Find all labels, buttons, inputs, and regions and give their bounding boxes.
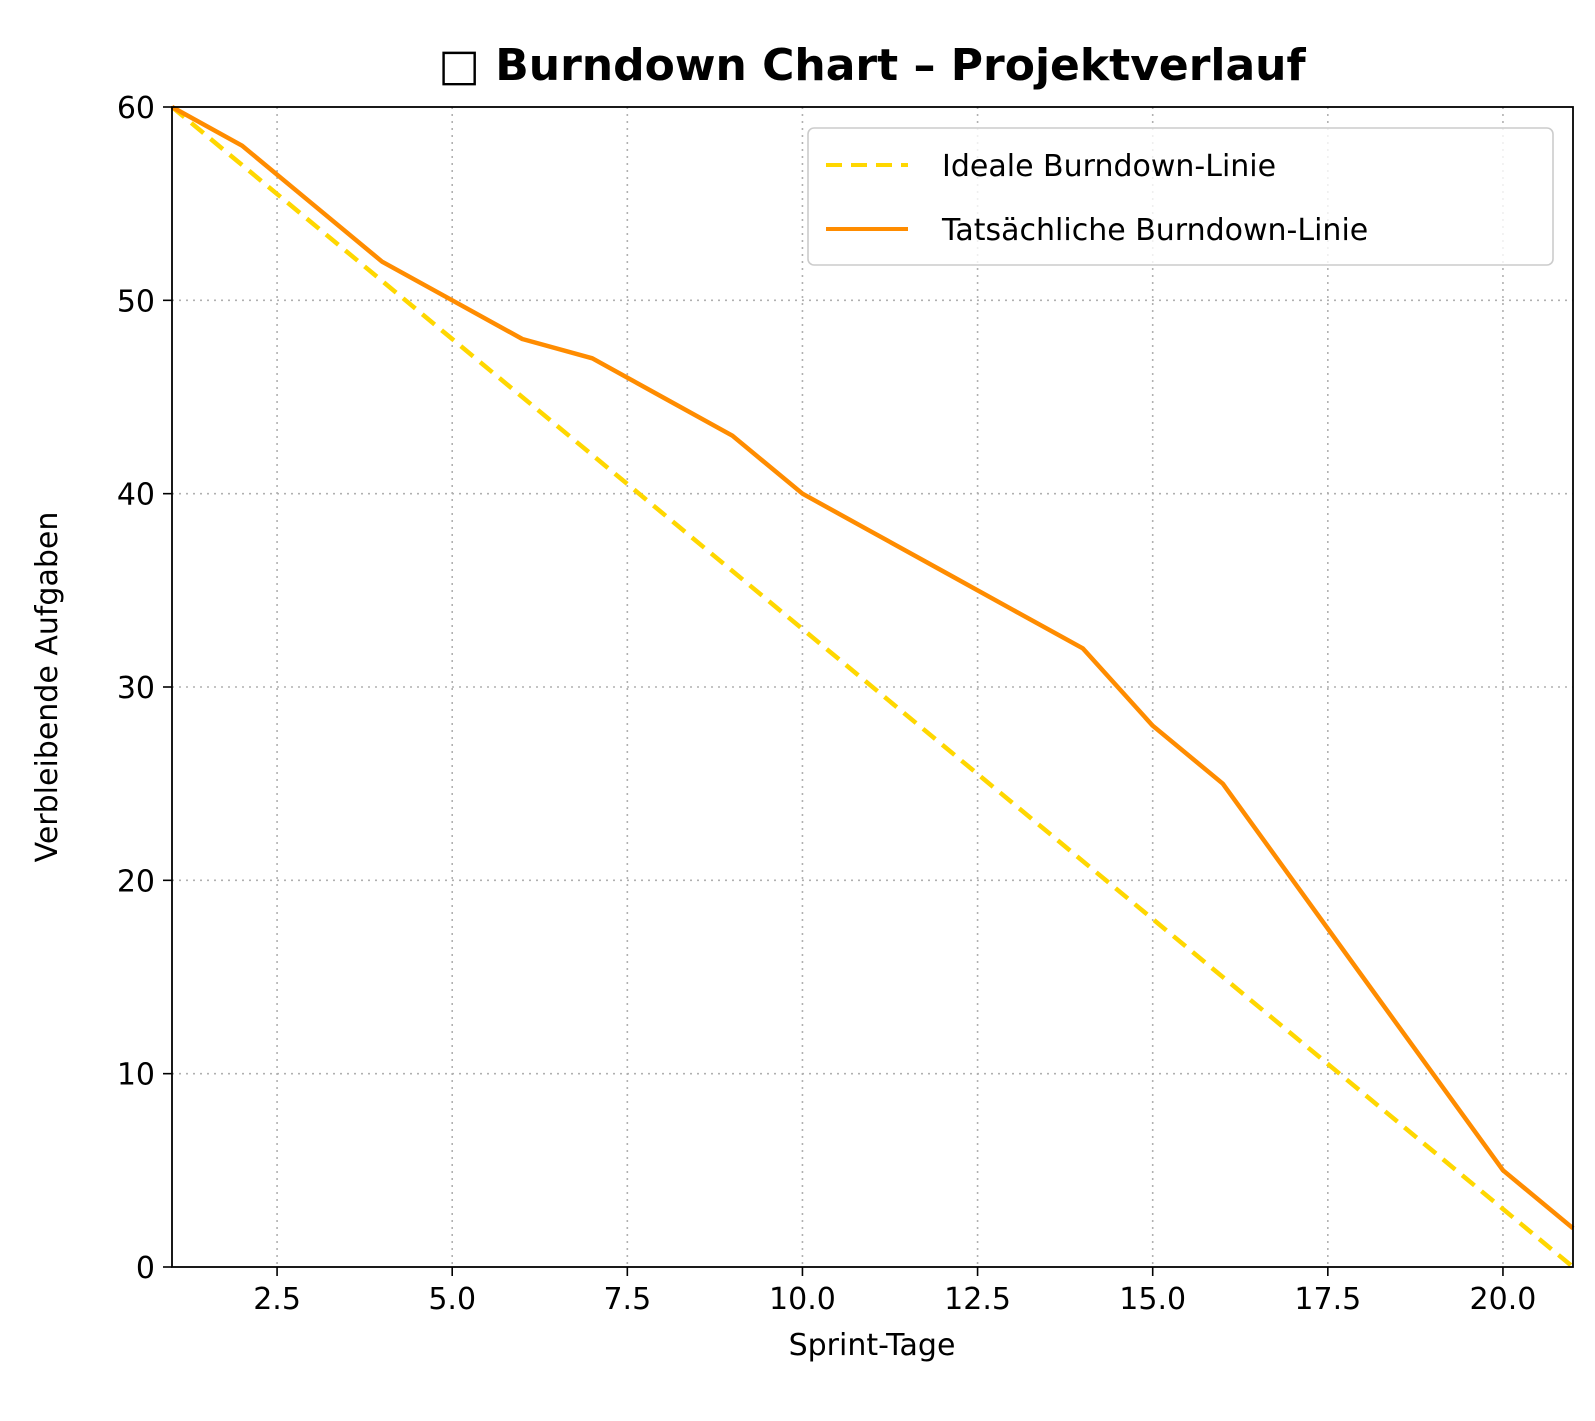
y-tick-label: 10 bbox=[117, 1058, 155, 1093]
ideal-burndown-line bbox=[170, 105, 1575, 1269]
series-layer bbox=[170, 105, 1575, 1269]
legend-box bbox=[807, 127, 1554, 266]
y-tick-label: 50 bbox=[117, 284, 155, 319]
y-tick-label: 0 bbox=[136, 1251, 155, 1286]
legend-label-actual: Tatsächliche Burndown-Linie bbox=[941, 213, 1368, 248]
x-tick-label: 5.0 bbox=[428, 1282, 476, 1317]
x-axis-label: Sprint-Tage bbox=[789, 1328, 956, 1363]
x-tick-label: 12.5 bbox=[944, 1282, 1011, 1317]
x-tick-label: 7.5 bbox=[603, 1282, 651, 1317]
y-axis-label: Verbleibende Aufgaben bbox=[30, 512, 65, 863]
legend: Ideale Burndown-Linie Tatsächliche Burnd… bbox=[807, 127, 1554, 266]
grid bbox=[172, 107, 1573, 1267]
y-tick-label: 40 bbox=[117, 478, 155, 513]
chart-title: □ Burndown Chart – Projektverlauf bbox=[438, 40, 1306, 91]
x-tick-label: 2.5 bbox=[253, 1282, 301, 1317]
x-tick-label: 15.0 bbox=[1119, 1282, 1186, 1317]
x-tick-label: 20.0 bbox=[1470, 1282, 1537, 1317]
y-axis-ticks: 0 10 20 30 40 50 60 bbox=[117, 91, 172, 1286]
actual-burndown-line bbox=[170, 105, 1575, 1231]
y-tick-label: 20 bbox=[117, 864, 155, 899]
x-axis-ticks: 2.5 5.0 7.5 10.0 12.5 15.0 17.5 20.0 bbox=[253, 1267, 1536, 1317]
x-tick-label: 10.0 bbox=[769, 1282, 836, 1317]
legend-label-ideal: Ideale Burndown-Linie bbox=[942, 149, 1276, 184]
x-tick-label: 17.5 bbox=[1294, 1282, 1361, 1317]
y-tick-label: 30 bbox=[117, 671, 155, 706]
y-tick-label: 60 bbox=[117, 91, 155, 126]
